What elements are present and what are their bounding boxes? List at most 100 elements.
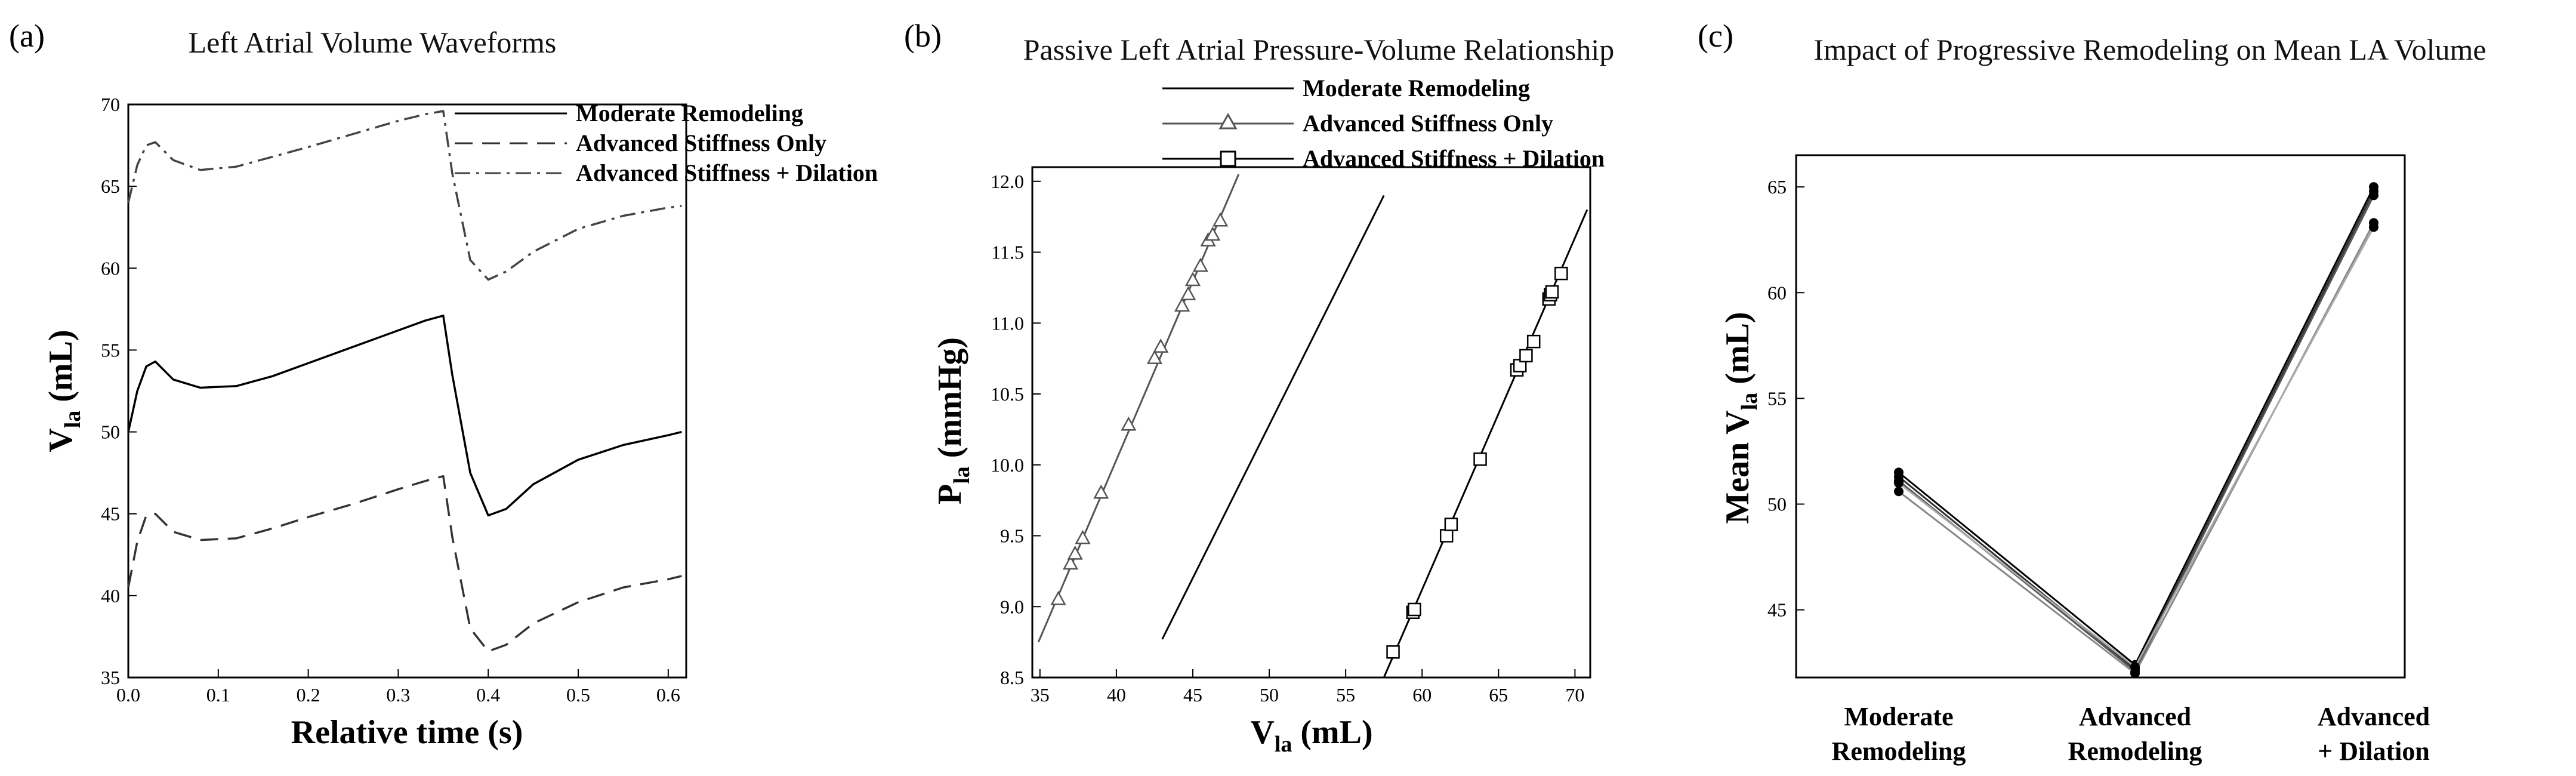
- y-tick-label: 10.5: [991, 383, 1024, 405]
- triangle-point: [1062, 555, 1079, 570]
- panel-b-title: Passive Left Atrial Pressure-Volume Rela…: [1023, 33, 1615, 66]
- series-line-3: [1898, 222, 2375, 675]
- y-tick-label: 12.0: [991, 171, 1024, 192]
- panel-b-legend: Moderate Remodeling Advanced Stiffness O…: [1162, 75, 1605, 172]
- square-point: [1473, 452, 1487, 466]
- panel-c-title: Impact of Progressive Remodeling on Mean…: [1813, 33, 2486, 66]
- panel-b-series: [1037, 174, 1588, 678]
- data-point: [2130, 662, 2140, 672]
- y-tick-label: 50: [1767, 494, 1787, 515]
- triangle-point: [1121, 416, 1137, 431]
- x-tick-label: 0.3: [386, 684, 410, 706]
- y-tick-label: 60: [1767, 282, 1787, 303]
- data-point: [2369, 190, 2378, 201]
- panel-a-series: [127, 110, 682, 652]
- legend-a-label-dilation: Advanced Stiffness + Dilation: [576, 159, 878, 186]
- category-label: Moderate: [1844, 702, 1953, 731]
- square-point: [1554, 266, 1568, 281]
- y-tick-label: 55: [1767, 387, 1787, 409]
- square-point: [1519, 349, 1533, 363]
- square-point: [1526, 334, 1541, 349]
- panel-a-label: (a): [9, 18, 45, 54]
- series-line-4: [1898, 226, 2375, 669]
- panel-c-y-axis-label: Mean Vla (mL): [1719, 312, 1762, 524]
- x-tick-label: 45: [1183, 684, 1202, 706]
- triangle-point: [1050, 590, 1066, 605]
- y-tick-label: 11.5: [991, 242, 1024, 263]
- x-tick-label: 70: [1565, 684, 1584, 706]
- fit-line-0: [1161, 195, 1385, 640]
- legend-b-label-moderate: Moderate Remodeling: [1303, 75, 1530, 101]
- y-tick-label: 9.0: [1000, 596, 1024, 617]
- triangle-point: [1184, 272, 1201, 287]
- panel-b-x-axis-label: Vla (mL): [1250, 714, 1372, 757]
- triangle-point: [1093, 484, 1109, 499]
- y-tick-label: 40: [101, 585, 120, 606]
- panel-a-ticks: 0.0 0.1 0.2 0.3 0.4 0.5 0.6 35 40 45 50 55 60 65 70: [101, 94, 680, 706]
- x-tick-label: 0.4: [476, 684, 500, 706]
- panel-b-plot-frame: [1031, 166, 1591, 679]
- x-tick-label: 40: [1107, 684, 1126, 706]
- x-tick-label: 0.0: [116, 684, 140, 706]
- y-tick-label: 11.0: [991, 312, 1024, 334]
- y-tick-label: 9.5: [1000, 525, 1024, 547]
- square-point: [1386, 645, 1400, 659]
- triangle-point: [1212, 212, 1229, 227]
- category-label: Advanced: [2079, 702, 2191, 731]
- y-tick-label: 70: [101, 94, 120, 115]
- panel-c: (c) Impact of Progressive Remodeling on …: [1698, 18, 2486, 766]
- triangle-point: [1146, 350, 1163, 364]
- y-tick-label: 45: [1767, 599, 1787, 621]
- panel-b-ticks: 35 40 45 50 55 60 65 70 8.5 9.0 9.5 10.0 10.5 11.0 11.…: [991, 171, 1584, 706]
- x-tick-label: 60: [1412, 684, 1432, 706]
- x-tick-label: 0.1: [206, 684, 230, 706]
- legend-b-label-stiffness: Advanced Stiffness Only: [1303, 110, 1553, 137]
- x-tick-label: 35: [1031, 684, 1050, 706]
- panel-b-y-axis-label: Pla (mmHg): [931, 337, 974, 504]
- y-tick-label: 8.5: [1000, 667, 1024, 688]
- triangle-point: [1180, 286, 1196, 300]
- legend-b-triangle-marker: [1218, 112, 1238, 130]
- panel-c-series: [1894, 182, 2378, 678]
- legend-b-label-dilation: Advanced Stiffness + Dilation: [1303, 145, 1605, 172]
- triangle-point: [1205, 226, 1221, 241]
- panel-a: (a) Left Atrial Volume Waveforms 0.0 0.1 0…: [9, 18, 878, 751]
- y-tick-label: 10.0: [991, 454, 1024, 476]
- panel-c-label: (c): [1698, 18, 1733, 54]
- x-tick-label: 0.5: [566, 684, 590, 706]
- category-label: Advanced: [2318, 702, 2430, 731]
- triangle-point: [1067, 545, 1083, 560]
- series-line-2: [127, 110, 682, 281]
- x-tick-label: 65: [1489, 684, 1508, 706]
- data-point: [2369, 222, 2378, 232]
- legend-a-label-moderate: Moderate Remodeling: [576, 100, 803, 127]
- panel-a-x-axis-label: Relative time (s): [291, 714, 523, 751]
- y-tick-label: 65: [101, 175, 120, 197]
- y-tick-label: 55: [101, 339, 120, 361]
- panel-b-label: (b): [904, 18, 942, 54]
- y-tick-label: 35: [101, 667, 120, 688]
- panel-c-ticks: 45 50 55 60 65: [1767, 176, 1804, 621]
- series-line-1: [1898, 190, 2375, 671]
- data-point: [1894, 486, 1904, 497]
- series-line-2: [1898, 195, 2375, 673]
- triangle-point: [1153, 338, 1169, 353]
- y-tick-label: 50: [101, 421, 120, 443]
- x-tick-label: 0.6: [656, 684, 680, 706]
- y-tick-label: 65: [1767, 176, 1787, 198]
- category-label: Remodeling: [1832, 737, 1966, 766]
- panel-c-category-labels: Moderate Remodeling Advanced Remodeling Adva…: [1832, 702, 2430, 766]
- panel-b: (b) Passive Left Atrial Pressure-Volume …: [904, 18, 1614, 757]
- series-line-1: [127, 475, 682, 652]
- square-point: [1444, 518, 1458, 531]
- triangle-point: [1174, 297, 1190, 312]
- square-point: [1545, 285, 1559, 299]
- panel-a-plot-frame: [127, 103, 687, 679]
- y-tick-label: 45: [101, 503, 120, 525]
- x-tick-label: 55: [1336, 684, 1355, 706]
- panel-a-y-axis-label: Vla (mL): [42, 330, 85, 452]
- square-point: [1439, 529, 1454, 543]
- panel-a-legend: Moderate Remodeling Advanced Stiffness O…: [455, 100, 878, 186]
- x-tick-label: 50: [1260, 684, 1279, 706]
